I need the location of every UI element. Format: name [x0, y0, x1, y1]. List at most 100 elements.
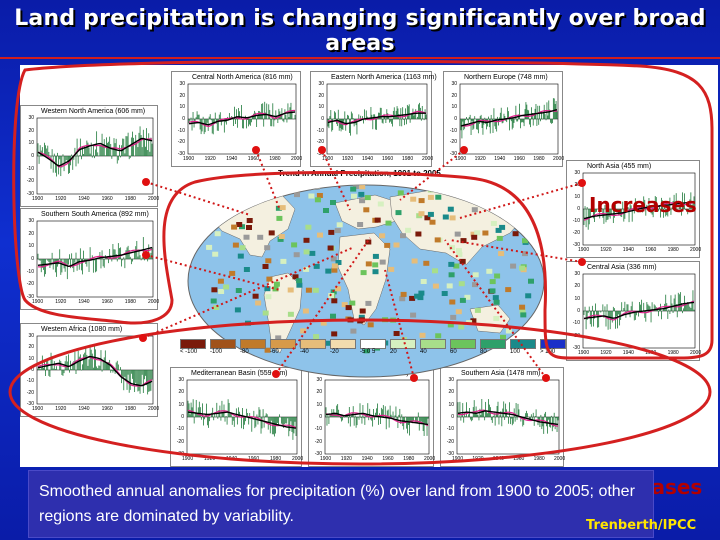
x-tick-label: 1920 — [474, 156, 486, 162]
x-tick-label: 1980 — [124, 406, 136, 412]
grid-cell — [372, 253, 379, 259]
grid-cell — [399, 296, 406, 302]
grid-cell — [482, 230, 489, 236]
grid-cell — [435, 333, 442, 339]
y-tick-label: -10 — [26, 165, 34, 172]
grid-cell — [331, 298, 338, 304]
grid-cell — [294, 192, 300, 198]
grid-cell — [495, 227, 502, 233]
smoothed-line — [37, 246, 153, 268]
connector-dot — [252, 146, 260, 154]
grid-cell — [458, 281, 465, 287]
x-tick-label: 1940 — [226, 156, 238, 162]
grid-cell — [331, 263, 338, 269]
grid-cell — [232, 242, 239, 248]
grid-cell — [212, 251, 219, 257]
smoothed-line — [187, 411, 297, 429]
title-divider — [0, 57, 720, 59]
x-tick-label: 1980 — [533, 156, 545, 162]
x-tick-label: 1960 — [513, 456, 525, 462]
grid-cell — [330, 313, 336, 319]
grid-cell — [316, 193, 323, 198]
regional-chart: Eastern North America (1163 mm) 30 20 10 0 -1… — [310, 71, 437, 167]
grid-cell — [323, 208, 329, 213]
grid-cell — [325, 340, 332, 346]
grid-cell — [350, 186, 357, 192]
grid-cell — [419, 332, 426, 338]
smoothed-line — [583, 301, 695, 320]
legend-label: -40 — [300, 349, 309, 355]
connector-dot — [410, 374, 418, 382]
grid-cell — [493, 299, 500, 305]
y-tick-label: 0 — [181, 414, 184, 420]
y-tick-label: 0 — [182, 116, 185, 122]
smoothed-line — [325, 412, 429, 426]
grid-cell — [320, 320, 327, 326]
grid-cell — [372, 262, 379, 268]
grid-cell — [335, 260, 342, 265]
grid-cell — [262, 264, 269, 269]
grid-cell — [449, 299, 456, 305]
connector-line — [145, 181, 251, 216]
y-tick-label: 0 — [31, 367, 34, 373]
x-tick-label: 1900 — [182, 456, 194, 462]
x-tick-label: 1900 — [320, 456, 332, 462]
grid-cell — [305, 287, 312, 293]
caption-box: Smoothed annual anomalies for precipitat… — [28, 470, 654, 538]
chart-plot — [36, 220, 154, 298]
grid-cell — [236, 222, 243, 227]
grid-cell — [272, 286, 279, 292]
grid-cell — [341, 302, 348, 308]
grid-cell — [379, 259, 386, 265]
grid-cell — [223, 284, 230, 290]
y-tick-label: 30 — [28, 115, 34, 121]
x-tick-label: 1980 — [269, 156, 281, 162]
connector-dot — [318, 146, 326, 154]
x-tick-label: 1940 — [362, 156, 374, 162]
grid-cell — [528, 278, 534, 284]
connector-line — [399, 149, 465, 201]
grid-cell — [359, 185, 366, 190]
grid-cell — [273, 281, 280, 287]
x-tick-label: 1960 — [101, 196, 113, 202]
y-tick-label: 10 — [574, 295, 580, 302]
grid-cell — [246, 225, 252, 230]
smoothed-line-alt — [37, 248, 153, 268]
y-tick-label: 20 — [28, 127, 34, 134]
grid-cell — [423, 260, 430, 266]
grid-cell — [420, 279, 427, 284]
x-tick-label: 1940 — [494, 156, 506, 162]
legend-label: > 100 — [540, 349, 556, 355]
y-tick-label: -30 — [316, 151, 324, 157]
regional-chart: Central North America (816 mm) 30 20 10 0 -10… — [171, 71, 302, 167]
y-tick-label: -30 — [446, 451, 454, 457]
connector-dot — [460, 146, 468, 154]
grid-cell — [464, 294, 471, 300]
chart-title: Central North America (816 mm) — [192, 74, 293, 81]
grid-cell — [335, 286, 342, 292]
y-tick-label: 20 — [179, 92, 185, 99]
x-tick-label: 1920 — [342, 156, 354, 162]
grid-cell — [265, 258, 272, 264]
y-tick-label: -10 — [316, 127, 324, 134]
slide-title: Land precipitation is changing significa… — [14, 6, 706, 56]
grid-cell — [470, 231, 477, 237]
smoothed-line-alt — [457, 409, 559, 427]
grid-cell — [449, 215, 456, 221]
legend-swatch — [330, 339, 356, 349]
x-tick-label: 1960 — [645, 247, 657, 253]
grid-cell — [264, 347, 271, 353]
grid-cell — [327, 245, 334, 251]
x-tick-label: 1900 — [578, 247, 590, 253]
connector-dot — [139, 334, 147, 342]
y-tick-label: 20 — [451, 92, 457, 99]
connector-line — [449, 239, 583, 263]
smoothed-line-alt — [188, 109, 295, 128]
grid-cell — [345, 305, 352, 311]
x-tick-label: 2000 — [292, 456, 304, 462]
grid-cell — [296, 278, 303, 284]
grid-cell — [276, 215, 283, 221]
grid-cell — [287, 287, 294, 293]
legend-swatch — [180, 339, 206, 349]
grid-cell — [410, 196, 417, 202]
